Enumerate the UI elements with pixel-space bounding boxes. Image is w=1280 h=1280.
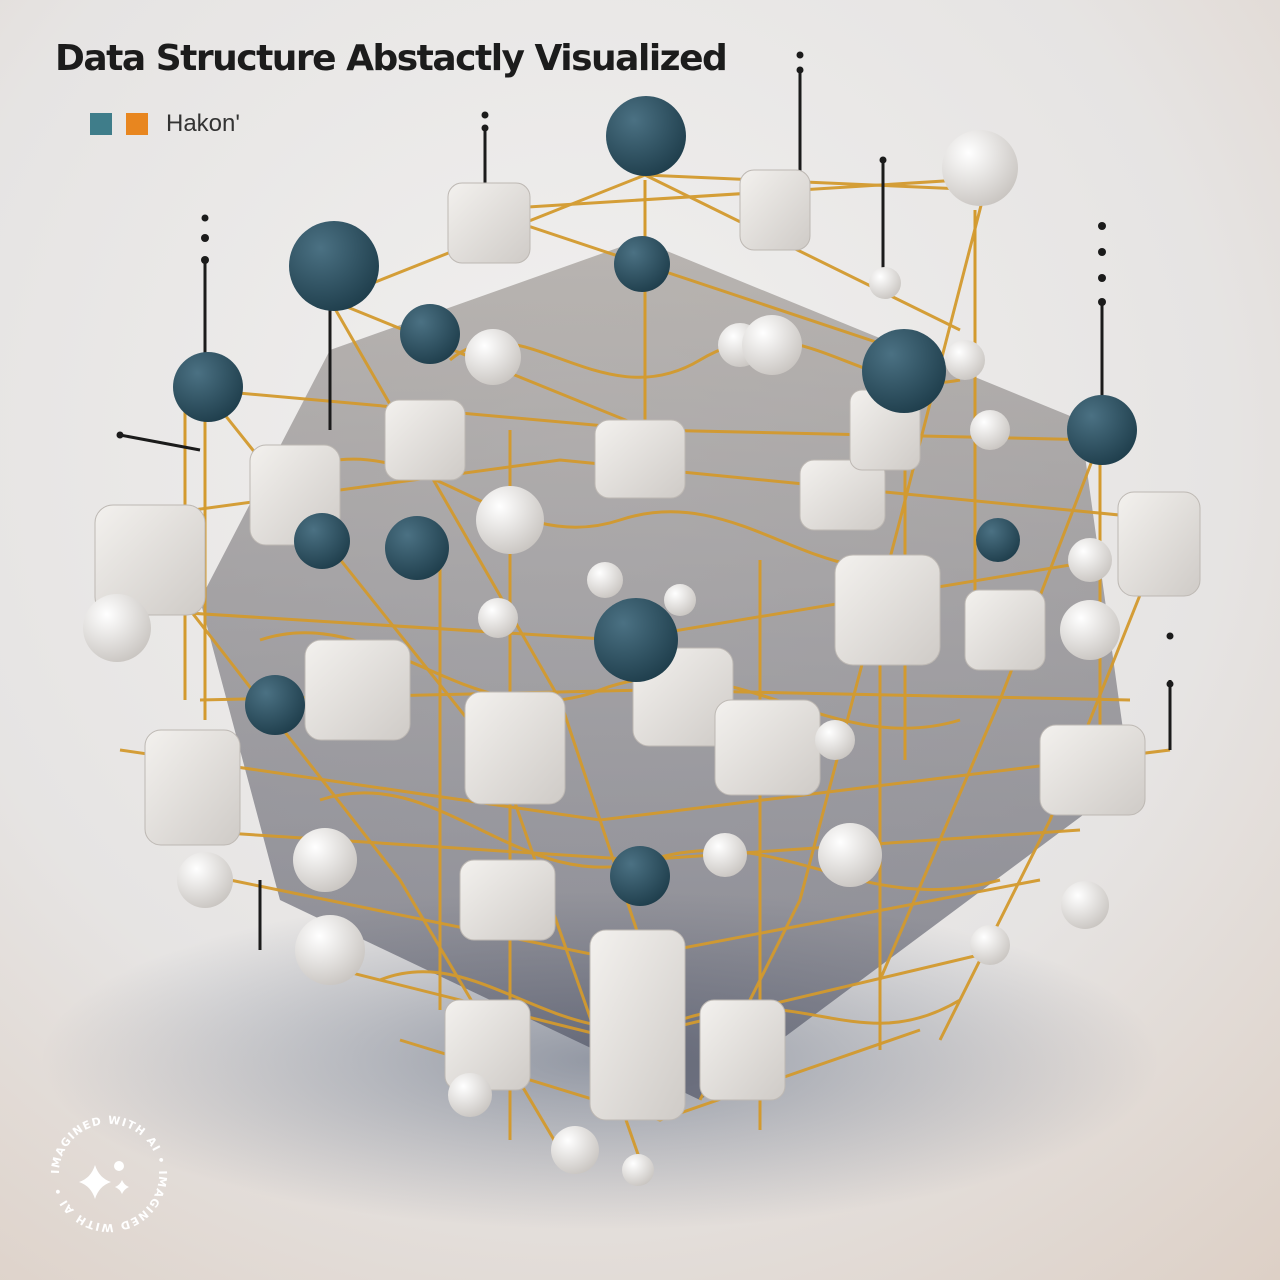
- light-spheres: [83, 130, 1120, 1186]
- legend-swatch-orange: [126, 113, 148, 135]
- pin-dots: [116, 51, 1174, 688]
- imagined-with-ai-badge: IMAGINED WITH AI • IMAGINED WITH AI •: [49, 1114, 169, 1235]
- badge-text: IMAGINED WITH AI • IMAGINED WITH AI •: [49, 1114, 168, 1235]
- sparkle-icon: [79, 1161, 129, 1199]
- page-title: Data Structure Abstactly Visualized: [55, 38, 728, 79]
- cube-blocks: [94, 169, 1201, 1121]
- pin-lines: [119, 70, 1172, 950]
- svg-text:IMAGINED WITH AI • IMAGINED WI: IMAGINED WITH AI • IMAGINED WITH AI •: [49, 1114, 169, 1235]
- legend-label: Hakon': [166, 110, 240, 137]
- legend-swatch-teal: [90, 113, 112, 135]
- dark-spheres: [173, 96, 1137, 906]
- legend: Hakon': [90, 110, 240, 138]
